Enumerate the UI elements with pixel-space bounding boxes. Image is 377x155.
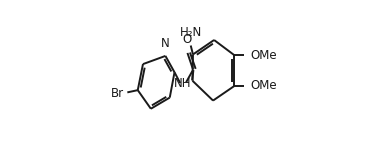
Text: OMe: OMe [250, 49, 277, 62]
Text: H₂N: H₂N [180, 26, 202, 39]
Text: N: N [161, 37, 170, 50]
Text: NH: NH [174, 77, 192, 90]
Text: Br: Br [110, 87, 124, 100]
Text: O: O [182, 33, 191, 46]
Text: OMe: OMe [250, 80, 277, 93]
